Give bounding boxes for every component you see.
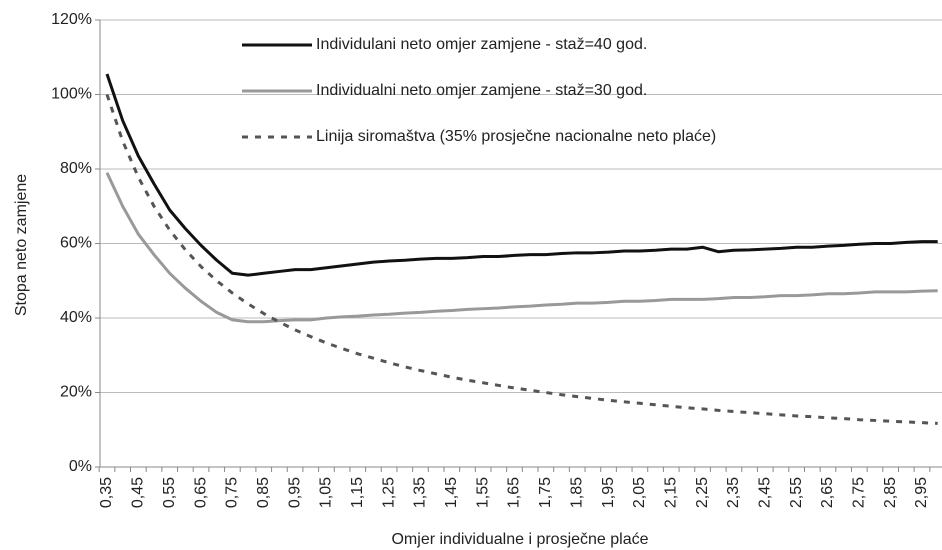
series-line	[105, 73, 938, 277]
x-tick-label: 2,75	[851, 477, 868, 508]
x-tick-label: 2,95	[913, 477, 930, 508]
x-axis-label: Omjer individualne i prosječne plaće	[391, 531, 648, 548]
x-tick-label: 0,95	[286, 477, 303, 508]
y-axis-label: Stopa neto zamjene	[13, 174, 30, 316]
legend-label: Linija siromaštva (35% prosječne naciona…	[316, 128, 716, 145]
x-tick-label: 1,15	[349, 477, 366, 508]
x-tick-label: 0,45	[130, 477, 147, 508]
x-tick-label: 0,55	[161, 477, 178, 508]
x-tick-label: 1,55	[474, 477, 491, 508]
x-tick-label: 1,75	[537, 477, 554, 508]
x-tick-label: 1,65	[506, 477, 523, 508]
legend-label: Individualni neto omjer zamjene - staž=3…	[316, 82, 647, 99]
y-tick-label: 120%	[51, 11, 92, 28]
x-tick-label: 2,05	[631, 477, 648, 508]
x-tick-label: 1,95	[600, 477, 617, 508]
x-tick-label: 1,45	[443, 477, 460, 508]
x-tick-label: 0,65	[192, 477, 209, 508]
x-tick-label: 0,35	[98, 477, 115, 508]
y-tick-label: 20%	[60, 384, 92, 401]
y-tick-label: 40%	[60, 309, 92, 326]
x-tick-label: 2,15	[662, 477, 679, 508]
legend-label: Individulani neto omjer zamjene - staž=4…	[316, 36, 647, 53]
y-tick-label: 80%	[60, 160, 92, 177]
x-tick-label: 1,35	[412, 477, 429, 508]
y-tick-label: 60%	[60, 235, 92, 252]
x-tick-label: 2,85	[882, 477, 899, 508]
y-tick-label: 0%	[69, 458, 92, 475]
x-tick-label: 0,75	[224, 477, 241, 508]
x-tick-label: 2,55	[788, 477, 805, 508]
x-tick-label: 1,05	[318, 477, 335, 508]
series-line	[105, 172, 938, 324]
x-tick-label: 1,25	[380, 477, 397, 508]
x-tick-label: 2,45	[756, 477, 773, 508]
y-tick-label: 100%	[51, 86, 92, 103]
x-tick-label: 0,85	[255, 477, 272, 508]
series-line	[105, 94, 938, 425]
x-tick-label: 2,65	[819, 477, 836, 508]
x-tick-label: 1,85	[568, 477, 585, 508]
x-tick-label: 2,35	[725, 477, 742, 508]
x-tick-label: 2,25	[694, 477, 711, 508]
